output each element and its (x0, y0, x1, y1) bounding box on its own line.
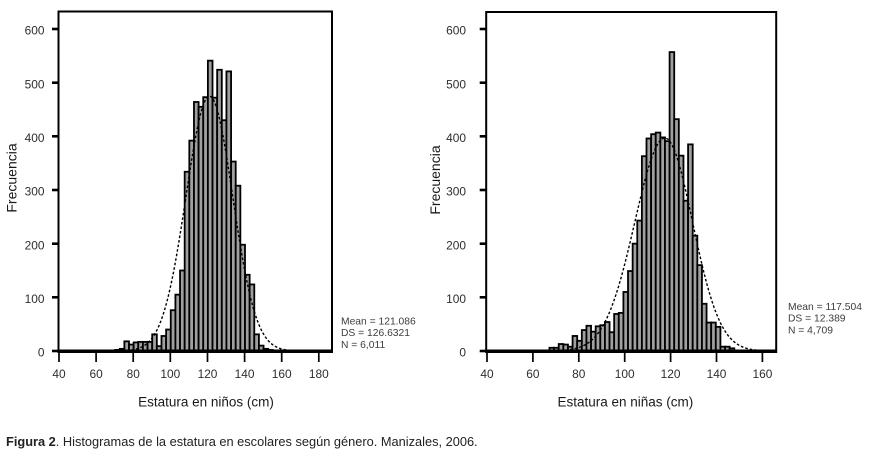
svg-text:Mean = 121.086: Mean = 121.086 (341, 317, 416, 328)
svg-text:Figura 2. Histogramas de la es: Figura 2. Histogramas de la estatura en … (6, 434, 478, 449)
svg-text:160: 160 (752, 367, 772, 381)
svg-text:N = 4,709: N = 4,709 (788, 325, 833, 336)
svg-text:40: 40 (480, 367, 494, 381)
svg-text:140: 140 (707, 367, 727, 381)
svg-text:120: 120 (198, 367, 218, 381)
svg-text:N = 6,011: N = 6,011 (341, 340, 385, 351)
svg-text:100: 100 (615, 367, 635, 381)
svg-text:0: 0 (38, 346, 45, 360)
svg-text:180: 180 (309, 367, 329, 381)
svg-text:400: 400 (25, 131, 45, 145)
svg-text:60: 60 (89, 367, 103, 381)
svg-text:Estatura en niños (cm): Estatura en niños (cm) (138, 395, 274, 410)
svg-text:300: 300 (25, 185, 45, 199)
svg-text:80: 80 (127, 367, 141, 381)
svg-text:Frecuencia: Frecuencia (427, 145, 443, 214)
svg-text:300: 300 (446, 185, 466, 199)
svg-text:100: 100 (446, 292, 466, 306)
svg-text:Estatura en niñas (cm): Estatura en niñas (cm) (557, 395, 693, 410)
svg-text:0: 0 (459, 346, 466, 360)
svg-text:500: 500 (446, 77, 466, 91)
svg-text:60: 60 (526, 367, 540, 381)
svg-text:Mean = 117.504: Mean = 117.504 (788, 302, 862, 313)
svg-text:500: 500 (25, 77, 45, 91)
svg-text:DS = 126.6321: DS = 126.6321 (341, 328, 410, 339)
svg-text:DS = 12.389: DS = 12.389 (788, 314, 846, 325)
svg-text:120: 120 (661, 367, 681, 381)
svg-text:600: 600 (25, 24, 45, 38)
svg-text:100: 100 (160, 367, 180, 381)
svg-text:140: 140 (235, 367, 255, 381)
svg-text:200: 200 (446, 238, 466, 252)
svg-text:Frecuencia: Frecuencia (4, 143, 20, 212)
svg-text:160: 160 (272, 367, 292, 381)
svg-text:100: 100 (25, 292, 45, 306)
svg-text:400: 400 (446, 131, 466, 145)
svg-text:40: 40 (52, 367, 66, 381)
svg-text:200: 200 (25, 238, 45, 252)
svg-text:80: 80 (572, 367, 586, 381)
svg-text:600: 600 (446, 24, 466, 38)
